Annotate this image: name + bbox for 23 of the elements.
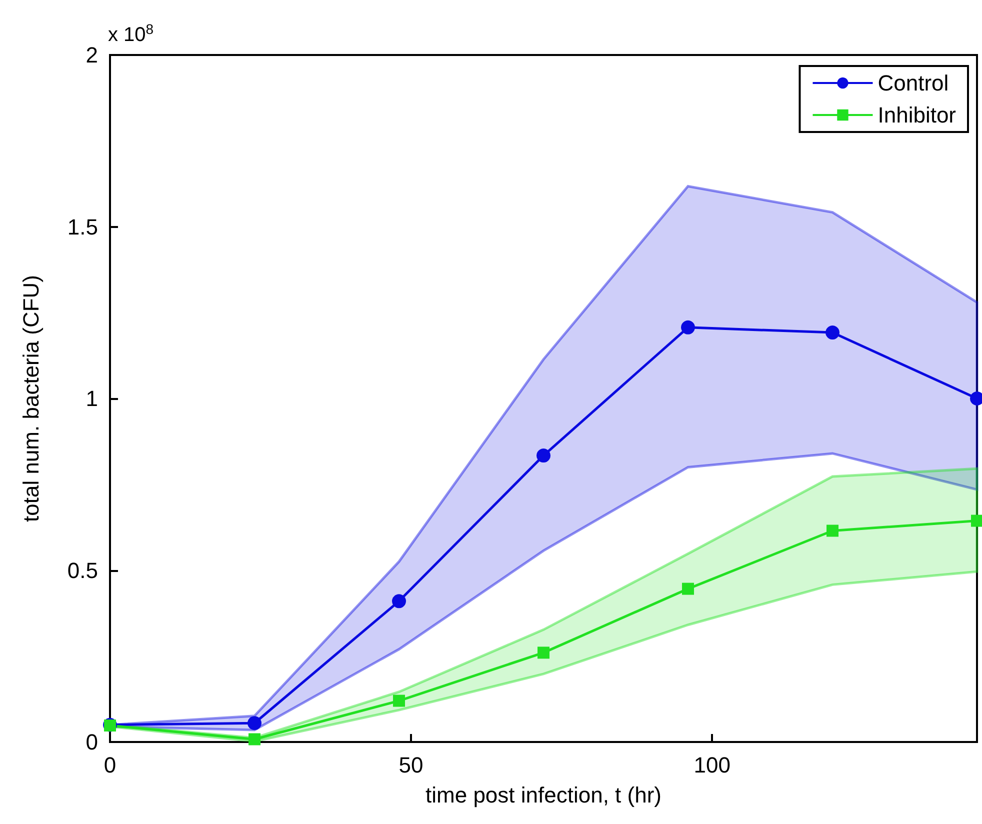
- point: [681, 320, 695, 334]
- point: [971, 514, 982, 527]
- y-tick-label: 0.5: [67, 558, 98, 583]
- point: [248, 733, 260, 746]
- point: [682, 582, 694, 595]
- point: [536, 448, 550, 463]
- y-tick-label: 1: [86, 386, 98, 411]
- y-tick-label: 2: [86, 42, 98, 68]
- x-tick-label: 50: [398, 752, 424, 778]
- point: [826, 524, 838, 537]
- y-axis-title: total num. bacteria (CFU): [18, 275, 44, 522]
- x-axis-title: time post infection, t (hr): [426, 782, 662, 808]
- legend-label: Inhibitor: [878, 102, 956, 128]
- legend-label: Control: [878, 70, 949, 96]
- point: [538, 646, 550, 659]
- point: [826, 326, 840, 340]
- point: [392, 594, 406, 608]
- y-tick-label: 0: [86, 730, 98, 754]
- point: [393, 694, 405, 707]
- y-tick-label: 1.5: [67, 214, 98, 240]
- x-tick-label: 100: [694, 752, 730, 778]
- x-tick-label: 0: [104, 752, 116, 778]
- point: [248, 716, 262, 730]
